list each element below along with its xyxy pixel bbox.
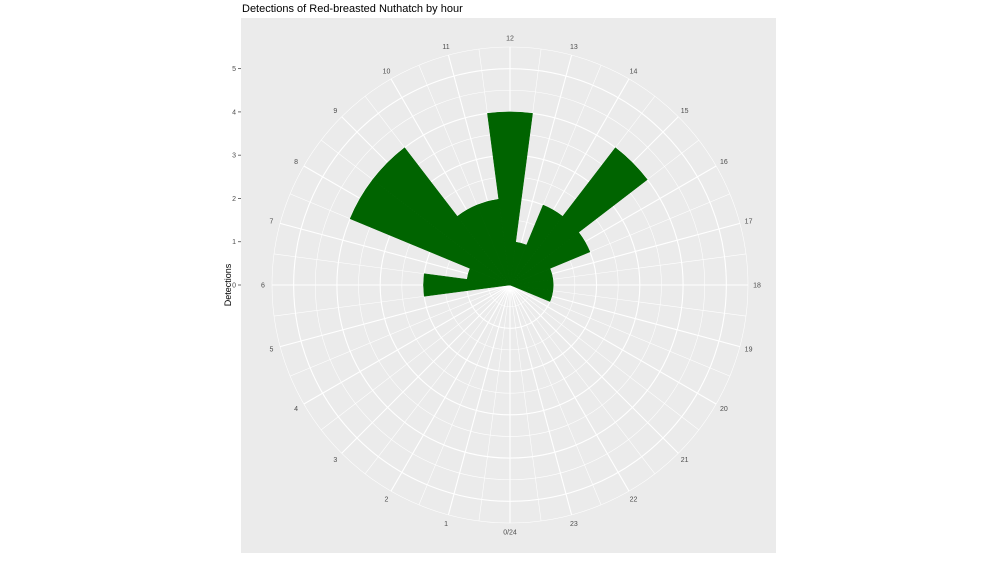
count-tick-label: 3: [232, 153, 236, 160]
hour-tick-label: 20: [720, 406, 728, 413]
hour-tick-label: 12: [506, 36, 514, 43]
hour-tick-label: 2: [385, 496, 389, 503]
hour-tick-label: 19: [745, 346, 753, 353]
hour-tick-label: 22: [630, 496, 638, 503]
bar-hour-19: [509, 284, 554, 302]
bar-hour-6: [423, 273, 511, 297]
chart-title: Detections of Red-breasted Nuthatch by h…: [242, 3, 463, 15]
grid-spoke: [390, 284, 511, 492]
grid-spoke: [341, 284, 511, 454]
grid-spoke: [279, 284, 511, 348]
hour-tick-label: 11: [442, 44, 449, 51]
hour-tick-label: 3: [333, 457, 337, 464]
hour-tick-label: 15: [681, 108, 689, 115]
count-tick-label: 2: [232, 196, 236, 203]
grid-spoke: [509, 284, 717, 405]
grid-spoke: [447, 284, 511, 516]
grid-spoke: [509, 284, 699, 431]
hour-tick-label: 21: [681, 457, 689, 464]
grid-spoke: [418, 284, 511, 505]
bar-hour-9: [372, 147, 511, 286]
hour-tick-label: 16: [720, 159, 728, 166]
hour-tick-label: 7: [269, 219, 273, 226]
hour-tick-label: 18: [753, 283, 761, 290]
hour-tick-label: 10: [383, 69, 391, 76]
hour-tick-label: 13: [570, 44, 578, 51]
count-tick-label: 4: [232, 109, 236, 116]
count-tick-label: 0: [232, 283, 236, 290]
count-tick-label: 1: [232, 239, 236, 246]
grid-spoke: [509, 284, 630, 492]
grid-spoke: [509, 284, 542, 521]
grid-spoke: [478, 284, 511, 521]
hour-tick-label: 4: [294, 406, 298, 413]
hour-tick-label: 6: [261, 283, 265, 290]
hour-tick-label: 0/24: [503, 530, 517, 537]
bar-hour-15: [509, 147, 648, 286]
hour-tick-label: 5: [269, 346, 273, 353]
bars-layer: [349, 111, 648, 302]
hour-tick-label: 17: [745, 219, 753, 226]
grid-spoke: [321, 284, 511, 431]
grid-spoke: [509, 284, 679, 454]
grid-spoke: [290, 284, 511, 377]
hour-tick-label: 8: [294, 159, 298, 166]
count-tick-label: 5: [232, 66, 236, 73]
hour-tick-label: 23: [570, 521, 578, 528]
y-axis-label: Detections: [223, 263, 233, 306]
hour-tick-label: 9: [333, 108, 337, 115]
bar-hour-12: [487, 111, 533, 286]
bar-hour-16: [509, 231, 591, 286]
hour-tick-label: 14: [630, 69, 638, 76]
grid-spoke: [509, 284, 573, 516]
grid-spoke: [509, 284, 656, 474]
grid-spoke: [364, 284, 511, 474]
grid-spoke: [509, 284, 602, 505]
hour-tick-label: 1: [444, 521, 448, 528]
hour-tick-labels: 0/24123456789101112131415161718192021222…: [261, 36, 761, 537]
count-tick-labels: 0 1 2 3 4 5: [232, 66, 241, 290]
grid-spoke: [303, 284, 511, 405]
